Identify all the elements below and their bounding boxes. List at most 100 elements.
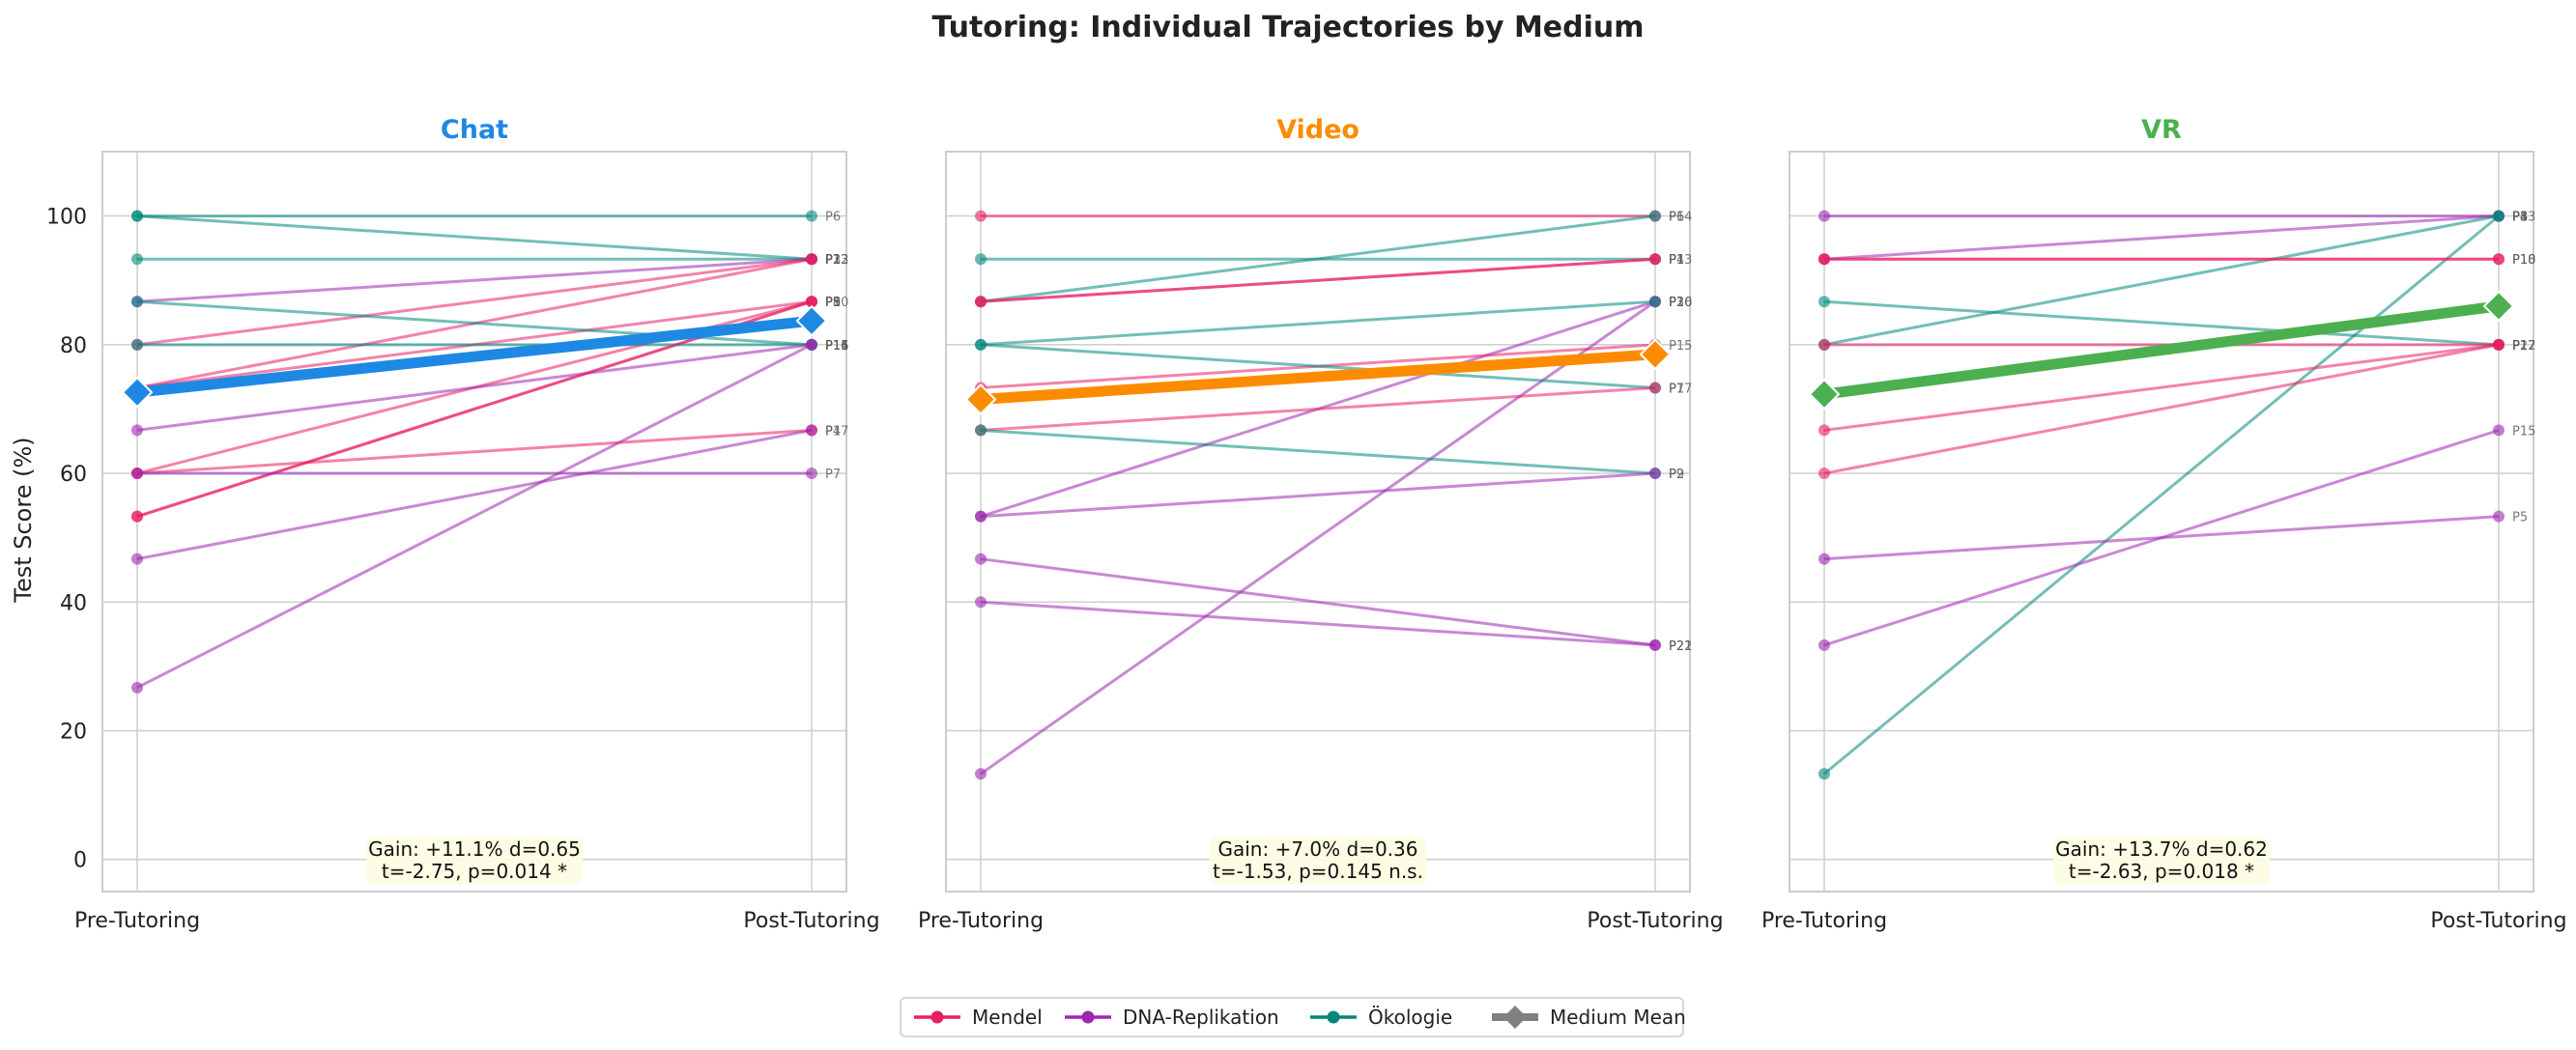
participant-label-video-p4: P4 — [1669, 253, 1684, 268]
point-post-video-p17 — [1649, 382, 1661, 394]
legend-3-label: Medium Mean — [1550, 1006, 1686, 1029]
point-pre-video-p1 — [975, 253, 987, 266]
participant-label-video-p6: P6 — [1669, 211, 1684, 225]
point-pre-chat-p11 — [131, 424, 143, 437]
panel-title-chat: Chat — [441, 115, 508, 145]
participant-label-chat-p4: P4 — [825, 424, 841, 439]
participant-label-vr-p10: P10 — [2512, 253, 2535, 268]
panels-group: Chat 0 20 40 60 80 100 Pre-Tutoring Post-Tutorin… — [46, 115, 2567, 933]
participant-label-chat-p17: P17 — [825, 424, 848, 439]
trajectory-video-p7 — [980, 343, 1656, 389]
trajectory-chat-p3 — [136, 257, 813, 303]
participant-label-chat-p1: P1 — [825, 253, 841, 268]
trajectory-video-p22 — [980, 557, 1656, 647]
participant-label-video-p13: P13 — [1669, 253, 1692, 268]
mean-marker-post-chat — [795, 304, 828, 337]
y-tick-label-0: 0 — [73, 849, 87, 873]
participant-label-chat-p2: P2 — [825, 253, 841, 268]
legend-3-swatch-marker — [1503, 1006, 1527, 1029]
point-pre-chat-p15 — [131, 338, 143, 351]
mean-marker-post-vr — [2482, 290, 2515, 323]
point-pre-vr-p4 — [1818, 210, 1830, 222]
participant-label-chat-p12: P12 — [825, 253, 848, 268]
participant-label-chat-p6: P6 — [825, 211, 841, 225]
legend-1-swatch-marker — [1081, 1010, 1095, 1024]
point-pre-video-p7 — [975, 338, 987, 351]
y-tick-label-40: 40 — [60, 591, 87, 615]
legend: Mendel DNA-Replikation Ökologie Medium Mean — [900, 997, 1686, 1037]
mean-line-video — [975, 349, 1661, 405]
participant-label-video-p2: P2 — [1669, 468, 1684, 482]
participant-label-video-p20: P20 — [1669, 296, 1692, 310]
trajectory-chat-p2 — [136, 214, 813, 261]
panel-frame-vr — [1789, 151, 2534, 893]
plot-area-video — [946, 152, 1690, 892]
trajectory-vr-p13 — [1823, 214, 2500, 347]
participant-label-vr-p3: P3 — [2512, 211, 2528, 225]
x-tick-label-pre: Pre-Tutoring — [918, 909, 1044, 933]
legend-0-swatch-marker — [930, 1010, 944, 1024]
y-tick-label-60: 60 — [60, 463, 87, 487]
trajectory-chat-p4 — [136, 428, 813, 475]
participant-label-chat-p16: P16 — [825, 339, 848, 354]
x-tick-label-post: Post-Tutoring — [2430, 909, 2566, 933]
participant-label-chat-p7: P7 — [825, 468, 841, 482]
trajectory-vr-p12 — [1823, 343, 2500, 475]
point-pre-video-p9 — [975, 510, 987, 523]
point-pre-vr-p18 — [1818, 253, 1830, 266]
mean-line-vr — [1818, 300, 2504, 400]
panel-chat: Chat 0 20 40 60 80 100 Pre-Tutoring Post-Tutorin… — [46, 115, 880, 933]
stats-line-1-chat: Gain: +11.1% d=0.65 — [368, 837, 581, 861]
point-pre-vr-p1 — [1818, 296, 1830, 308]
y-tick-label-80: 80 — [60, 334, 87, 358]
trajectory-video-p9 — [980, 471, 1656, 519]
mean-marker-pre-vr — [1808, 378, 1841, 411]
trajectory-video-p13 — [980, 257, 1656, 303]
participant-label-vr-p13: P13 — [2512, 211, 2535, 225]
panel-title-video: Video — [1276, 115, 1360, 145]
point-pre-chat-p7 — [131, 468, 143, 480]
point-post-chat-p11 — [806, 338, 817, 351]
participant-label-chat-p10: P10 — [825, 296, 848, 310]
point-pre-chat-p2 — [131, 210, 143, 222]
participant-label-chat-p3: P3 — [825, 253, 841, 268]
trajectory-vr-p1 — [1823, 299, 2500, 347]
point-pre-chat-p1 — [131, 253, 143, 266]
trajectory-vr-p17 — [1823, 343, 2500, 432]
participant-label-video-p16: P16 — [1669, 296, 1692, 310]
participant-label-vr-p12: P12 — [2512, 339, 2535, 354]
point-pre-vr-p2 — [1818, 338, 1830, 351]
participant-label-vr-p5: P5 — [2512, 511, 2528, 525]
point-post-vr-p18 — [2493, 253, 2504, 266]
participant-label-chat-p13: P13 — [825, 253, 848, 268]
point-post-video-p21 — [1649, 639, 1661, 651]
participant-label-chat-p9: P9 — [825, 296, 841, 310]
stats-line-2-vr: t=-2.63, p=0.018 * — [2069, 860, 2254, 883]
participant-label-chat-p8: P8 — [825, 296, 841, 310]
x-tick-label-post: Post-Tutoring — [1587, 909, 1723, 933]
point-pre-chat-p16 — [131, 681, 143, 694]
point-post-video-p13 — [1649, 253, 1661, 266]
point-pre-video-p21 — [975, 596, 987, 609]
y-tick-label-20: 20 — [60, 720, 87, 744]
mean-marker-post-video — [1639, 338, 1672, 371]
legend-2-label: Ökologie — [1368, 1006, 1452, 1029]
stats-line-2-video: t=-1.53, p=0.145 n.s. — [1213, 860, 1423, 883]
mean-line-chat — [131, 315, 817, 398]
stats-line-1-vr: Gain: +13.7% d=0.62 — [2055, 837, 2268, 861]
point-pre-vr-p5 — [1818, 553, 1830, 565]
participant-label-chat-p14: P14 — [825, 339, 848, 354]
stats-box-video — [1210, 837, 1426, 885]
point-pre-video-p22 — [975, 553, 987, 565]
point-post-chat-p7 — [806, 468, 817, 480]
participant-label-chat-p11: P11 — [825, 339, 848, 354]
point-post-video-p16 — [1649, 296, 1661, 308]
stats-box-vr — [2053, 837, 2270, 885]
participant-label-video-p15: P15 — [1669, 339, 1692, 354]
stats-box-chat — [366, 837, 583, 885]
participant-label-vr-p4: P4 — [2512, 211, 2528, 225]
point-pre-vr-p15 — [1818, 639, 1830, 651]
y-axis-label: Test Score (%) — [10, 437, 37, 603]
